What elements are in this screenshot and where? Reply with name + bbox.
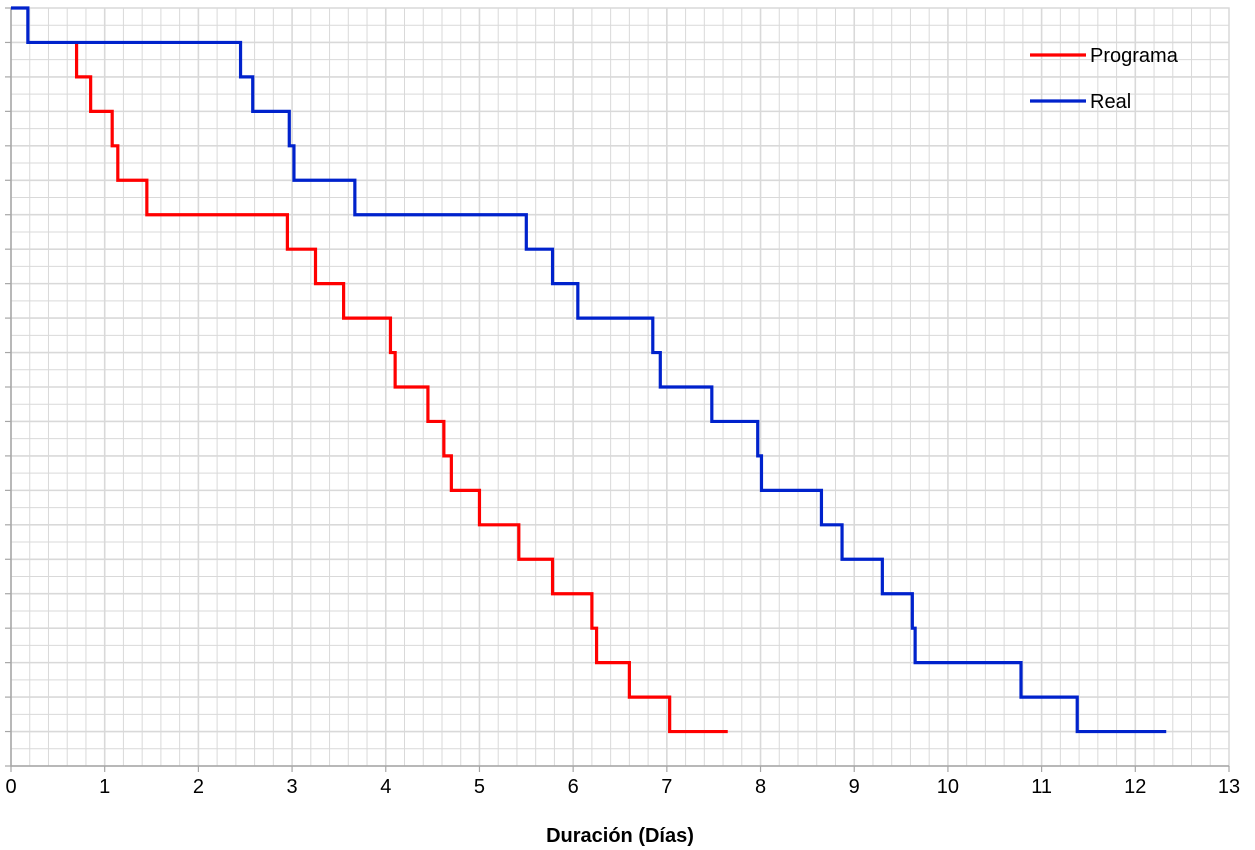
x-tick-label: 5 bbox=[474, 776, 485, 798]
legend-label-real: Real bbox=[1090, 91, 1131, 113]
x-tick-label: 1 bbox=[99, 776, 110, 798]
x-tick-label: 11 bbox=[1031, 776, 1052, 798]
x-tick-label: 12 bbox=[1124, 776, 1146, 798]
x-tick-label: 9 bbox=[849, 776, 860, 798]
x-tick-label: 6 bbox=[568, 776, 579, 798]
x-tick-label: 8 bbox=[755, 776, 766, 798]
x-tick-label: 7 bbox=[661, 776, 672, 798]
series-line-programa bbox=[74, 42, 728, 734]
series-lines bbox=[11, 6, 1167, 734]
x-tick-label: 13 bbox=[1218, 776, 1240, 798]
x-tick-label: 0 bbox=[5, 776, 16, 798]
x-tick-labels: 0 1 2 3 4 5 6 7 8 9 10 11 12 13 bbox=[5, 776, 1240, 798]
axes bbox=[5, 7, 1230, 772]
x-tick-label: 2 bbox=[193, 776, 204, 798]
legend-label-programa: Programa bbox=[1090, 45, 1179, 67]
legend: Programa Real bbox=[1030, 45, 1179, 113]
x-axis-title: Duración (Días) bbox=[546, 825, 694, 847]
series-line-real bbox=[11, 6, 1167, 734]
x-tick-label: 4 bbox=[380, 776, 391, 798]
major-gridlines bbox=[11, 8, 1229, 766]
x-tick-label: 10 bbox=[937, 776, 959, 798]
x-tick-label: 3 bbox=[287, 776, 298, 798]
